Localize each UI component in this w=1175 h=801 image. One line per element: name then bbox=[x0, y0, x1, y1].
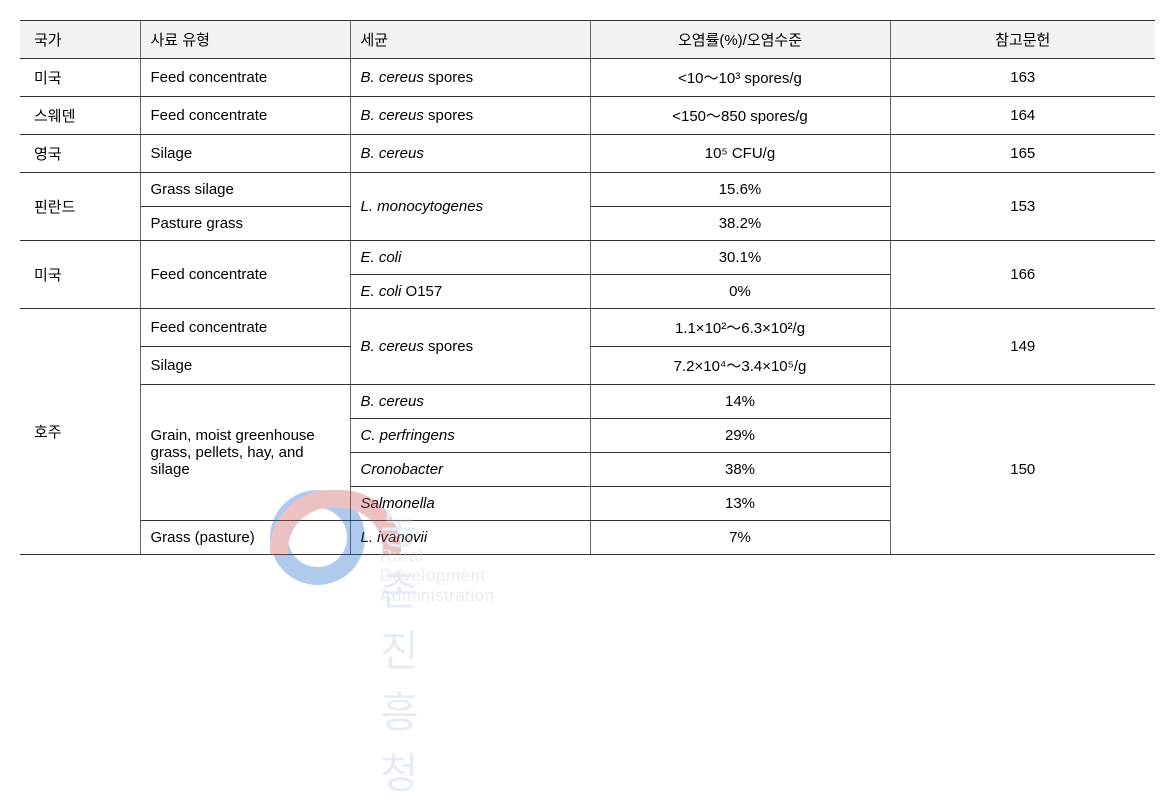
header-feed-type: 사료 유형 bbox=[140, 21, 350, 59]
feed-contamination-table: 국가 사료 유형 세균 오염률(%)/오염수준 참고문헌 미국 Feed con… bbox=[20, 20, 1155, 555]
cell-country: 미국 bbox=[20, 241, 140, 309]
cell-country: 핀란드 bbox=[20, 173, 140, 241]
cell-feed: Feed concentrate bbox=[140, 97, 350, 135]
cell-reference: 164 bbox=[890, 97, 1155, 135]
cell-country: 미국 bbox=[20, 59, 140, 97]
cell-level: 14% bbox=[590, 385, 890, 419]
table-row: 핀란드 Grass silage L. monocytogenes 15.6% … bbox=[20, 173, 1155, 207]
table-row: 영국 Silage B. cereus 10⁵ CFU/g 165 bbox=[20, 135, 1155, 173]
header-level: 오염률(%)/오염수준 bbox=[590, 21, 890, 59]
cell-reference: 149 bbox=[890, 309, 1155, 385]
table-header-row: 국가 사료 유형 세균 오염률(%)/오염수준 참고문헌 bbox=[20, 21, 1155, 59]
cell-bacteria: E. coli O157 bbox=[350, 275, 590, 309]
cell-level: 7% bbox=[590, 521, 890, 555]
cell-level: 38.2% bbox=[590, 207, 890, 241]
bacteria-name: L. monocytogenes bbox=[361, 198, 484, 215]
cell-feed: Feed concentrate bbox=[140, 59, 350, 97]
bacteria-name: B. cereus bbox=[361, 145, 424, 162]
cell-bacteria: B. cereus spores bbox=[350, 97, 590, 135]
bacteria-name: B. cereus bbox=[361, 393, 424, 410]
header-country: 국가 bbox=[20, 21, 140, 59]
cell-level: 13% bbox=[590, 487, 890, 521]
table-row: Grain, moist greenhouse grass, pellets, … bbox=[20, 385, 1155, 419]
cell-level: 15.6% bbox=[590, 173, 890, 207]
cell-bacteria: Salmonella bbox=[350, 487, 590, 521]
bacteria-suffix: spores bbox=[424, 69, 473, 86]
cell-bacteria: C. perfringens bbox=[350, 419, 590, 453]
cell-level: 7.2×10⁴～3.4×10⁵/g bbox=[590, 347, 890, 385]
bacteria-suffix: spores bbox=[424, 338, 473, 355]
header-bacteria: 세균 bbox=[350, 21, 590, 59]
cell-level: 38% bbox=[590, 453, 890, 487]
cell-country: 호주 bbox=[20, 309, 140, 555]
bacteria-name: B. cereus bbox=[361, 338, 424, 355]
bacteria-name: E. coli bbox=[361, 249, 402, 266]
cell-reference: 153 bbox=[890, 173, 1155, 241]
cell-bacteria: E. coli bbox=[350, 241, 590, 275]
cell-level: 10⁵ CFU/g bbox=[590, 135, 890, 173]
cell-reference: 150 bbox=[890, 385, 1155, 555]
cell-bacteria: B. cereus spores bbox=[350, 309, 590, 385]
table-row: 스웨덴 Feed concentrate B. cereus spores <1… bbox=[20, 97, 1155, 135]
bacteria-name: Salmonella bbox=[361, 495, 435, 512]
cell-bacteria: B. cereus bbox=[350, 385, 590, 419]
cell-level: 1.1×10²～6.3×10²/g bbox=[590, 309, 890, 347]
bacteria-name: Cronobacter bbox=[361, 461, 444, 478]
cell-country: 스웨덴 bbox=[20, 97, 140, 135]
cell-feed: Grass silage bbox=[140, 173, 350, 207]
cell-level: 29% bbox=[590, 419, 890, 453]
cell-bacteria: L. ivanovii bbox=[350, 521, 590, 555]
cell-country: 영국 bbox=[20, 135, 140, 173]
cell-bacteria: L. monocytogenes bbox=[350, 173, 590, 241]
cell-reference: 166 bbox=[890, 241, 1155, 309]
bacteria-name: E. coli bbox=[361, 283, 402, 300]
cell-feed: Grass (pasture) bbox=[140, 521, 350, 555]
table-row: 미국 Feed concentrate E. coli 30.1% 166 bbox=[20, 241, 1155, 275]
cell-bacteria: B. cereus bbox=[350, 135, 590, 173]
cell-feed: Feed concentrate bbox=[140, 241, 350, 309]
cell-bacteria: B. cereus spores bbox=[350, 59, 590, 97]
watermark-text-en: Rural Development Administration bbox=[380, 546, 495, 606]
bacteria-name: L. ivanovii bbox=[361, 529, 428, 546]
cell-feed: Silage bbox=[140, 135, 350, 173]
table-row: 미국 Feed concentrate B. cereus spores <10… bbox=[20, 59, 1155, 97]
cell-reference: 163 bbox=[890, 59, 1155, 97]
bacteria-name: B. cereus bbox=[361, 69, 424, 86]
cell-feed: Feed concentrate bbox=[140, 309, 350, 347]
bacteria-name: C. perfringens bbox=[361, 427, 455, 444]
cell-feed: Silage bbox=[140, 347, 350, 385]
cell-level: 30.1% bbox=[590, 241, 890, 275]
bacteria-suffix: O157 bbox=[401, 283, 442, 300]
cell-reference: 165 bbox=[890, 135, 1155, 173]
bacteria-suffix: spores bbox=[424, 107, 473, 124]
table-row: 호주 Feed concentrate B. cereus spores 1.1… bbox=[20, 309, 1155, 347]
header-reference: 참고문헌 bbox=[890, 21, 1155, 59]
cell-level: <10～10³ spores/g bbox=[590, 59, 890, 97]
cell-feed: Pasture grass bbox=[140, 207, 350, 241]
cell-feed: Grain, moist greenhouse grass, pellets, … bbox=[140, 385, 350, 521]
cell-level: 0% bbox=[590, 275, 890, 309]
bacteria-name: B. cereus bbox=[361, 107, 424, 124]
cell-bacteria: Cronobacter bbox=[350, 453, 590, 487]
cell-level: <150～850 spores/g bbox=[590, 97, 890, 135]
